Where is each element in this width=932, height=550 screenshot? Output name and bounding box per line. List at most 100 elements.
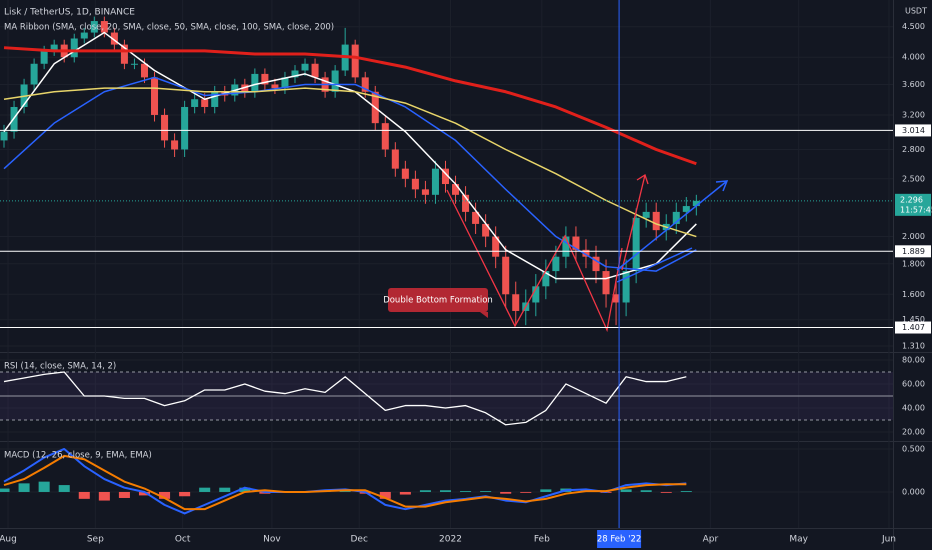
histogram-bar xyxy=(339,491,351,492)
y-tick-label: 80.00 xyxy=(902,355,925,364)
level-label-box xyxy=(895,245,931,258)
moving-average xyxy=(3,87,697,238)
histogram-bar xyxy=(0,488,10,492)
histogram-bar xyxy=(179,491,191,497)
candle-body xyxy=(672,211,680,224)
candle-body xyxy=(311,63,319,78)
y-tick-label: 1.450 xyxy=(902,315,925,324)
candle-body xyxy=(622,271,630,303)
histogram-bar xyxy=(439,490,452,492)
candle-body xyxy=(140,63,148,78)
candle-body xyxy=(251,73,259,92)
blue-trend-line xyxy=(616,247,693,283)
histogram-bar xyxy=(680,491,692,492)
histogram-bar xyxy=(58,485,70,492)
y-tick-label: 0.000 xyxy=(902,487,925,496)
histogram-bar xyxy=(660,491,672,493)
histogram-bar xyxy=(540,489,552,492)
candle-body xyxy=(261,73,269,85)
last-price-label: 2.296 xyxy=(900,195,923,204)
histogram-bar xyxy=(138,491,151,496)
level-label-box xyxy=(895,124,931,137)
y-tick-label: 3.600 xyxy=(902,80,925,89)
candle-body xyxy=(652,211,660,231)
candle-body xyxy=(692,200,700,207)
candle-body xyxy=(482,223,490,237)
double-bottom-lines xyxy=(446,189,623,333)
candle-body xyxy=(40,50,48,64)
candle-body xyxy=(211,91,219,107)
histogram-bar xyxy=(500,491,512,494)
indicator-line xyxy=(3,371,687,426)
histogram-bar xyxy=(18,483,30,492)
candle-body xyxy=(592,256,600,272)
candle-body xyxy=(682,206,690,212)
x-tick-label: Oct xyxy=(175,535,191,545)
histogram-bar xyxy=(78,491,90,499)
unit-label: USDT xyxy=(905,7,927,16)
histogram-bar xyxy=(239,487,251,492)
histogram-bar xyxy=(118,491,130,498)
candle-body xyxy=(110,32,118,45)
level-label: 3.014 xyxy=(902,126,925,135)
candle-body xyxy=(642,211,650,218)
histogram-bar xyxy=(480,491,492,492)
y-tick-label: 20.00 xyxy=(902,427,925,436)
candle-body xyxy=(281,77,289,89)
y-tick-label: 0.500 xyxy=(902,444,925,453)
candle-body xyxy=(572,236,580,250)
histogram-bar xyxy=(399,491,411,495)
candle-body xyxy=(120,44,128,64)
candle-body xyxy=(502,256,510,295)
candle-body xyxy=(431,168,439,195)
blue-arrow xyxy=(616,180,728,271)
y-tick-label: 2.000 xyxy=(902,232,925,241)
candle-body xyxy=(391,149,399,169)
histogram-bar xyxy=(419,490,431,492)
histogram-bar xyxy=(219,487,231,492)
histogram-bar xyxy=(620,489,632,492)
candle-body xyxy=(512,294,520,311)
candle-body xyxy=(30,63,38,85)
candle-body xyxy=(271,84,279,89)
candle-body xyxy=(301,63,309,71)
y-tick-label: 1.600 xyxy=(902,290,925,299)
candle-body xyxy=(452,184,460,195)
y-tick-label: 4.000 xyxy=(902,53,925,62)
y-tick-label: 1.310 xyxy=(902,342,925,351)
indicator-title: MA Ribbon (SMA, close, 20, SMA, close, 5… xyxy=(4,23,334,33)
level-label-box xyxy=(895,321,931,334)
annotation-box xyxy=(388,288,488,312)
histogram-bar xyxy=(38,481,50,492)
x-tick-label: 2022 xyxy=(439,535,462,545)
candle-body xyxy=(441,168,450,185)
y-tick-label: 2.800 xyxy=(902,145,925,154)
indicator-line xyxy=(3,454,687,511)
candle-body xyxy=(191,99,199,107)
candle-body xyxy=(421,189,429,195)
y-tick-label: 40.00 xyxy=(902,403,925,412)
y-tick-label: 2.500 xyxy=(902,174,925,183)
candle-body xyxy=(181,106,189,150)
candle-body xyxy=(100,21,108,33)
y-tick-label: 1.800 xyxy=(902,259,925,268)
red-arrow-head xyxy=(636,174,649,185)
y-tick-label: 3.200 xyxy=(902,110,925,119)
candle-body xyxy=(492,236,500,257)
candle-body xyxy=(462,194,470,212)
histogram-bar xyxy=(379,491,391,499)
candle-body xyxy=(351,44,359,78)
blue-arrow-head xyxy=(715,180,729,192)
candle-body xyxy=(161,114,169,141)
candle-body xyxy=(50,44,58,51)
moving-average xyxy=(3,76,697,272)
candle-body xyxy=(291,70,299,78)
moving-average xyxy=(3,46,697,166)
candle-body xyxy=(90,21,98,33)
histogram-bar xyxy=(98,491,110,501)
x-tick-label: Jun xyxy=(881,535,896,545)
y-tick-label: 4.500 xyxy=(902,22,925,31)
last-price-box xyxy=(895,193,931,216)
x-tick-label: Sep xyxy=(87,535,104,545)
